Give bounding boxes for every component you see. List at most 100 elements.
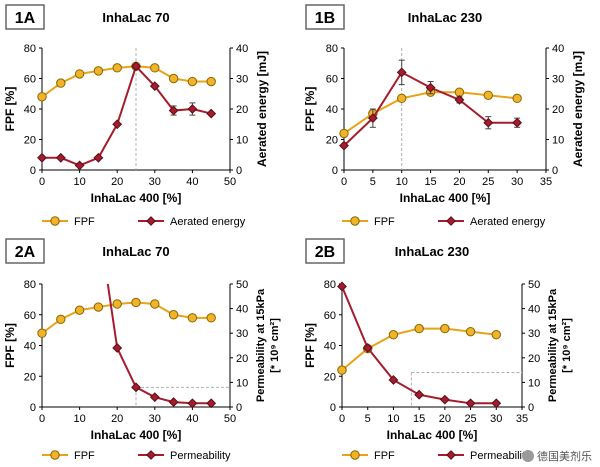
permeability-data-point [187, 398, 198, 409]
permeability-data-point [149, 392, 160, 403]
legend-red-marker [146, 450, 156, 460]
x-tick-label: 30 [511, 176, 523, 188]
permeability-data-point [112, 343, 123, 353]
aerated-energy-data-point [206, 108, 217, 119]
aerated-energy-data-point [74, 160, 85, 171]
permeability-data-point [439, 394, 450, 405]
y-tick-label: 20 [326, 135, 338, 147]
fpf-series-line [41, 301, 212, 335]
legend-fpf-marker [50, 216, 60, 226]
x-tick-label: 10 [387, 413, 399, 425]
legend-red-marker [146, 216, 156, 226]
x-tick-label: 40 [186, 176, 198, 188]
y2-tick-label: 30 [552, 74, 564, 86]
legend-fpf-label: FPF [74, 216, 95, 228]
fpf-data-point [397, 93, 407, 104]
y-tick-label: 60 [24, 74, 36, 86]
aerated-energy-data-point [339, 140, 349, 151]
x-tick-label: 10 [73, 413, 85, 425]
x-tick-label: 20 [439, 413, 451, 425]
panel-label-box [305, 4, 345, 30]
aerated-energy-data-point [37, 152, 47, 163]
fpf-data-point [465, 326, 476, 337]
watermark-text: 德国美剂乐 [537, 450, 592, 463]
x-tick-label: 20 [111, 176, 123, 188]
fpf-data-point [74, 69, 85, 79]
permeability-data-point [337, 281, 347, 292]
y-tick-label: 40 [24, 104, 36, 116]
fpf-data-point [74, 305, 85, 315]
fpf-data-point [206, 313, 216, 323]
y2-tick-label: 40 [528, 304, 540, 316]
aerated-energy-data-point [396, 67, 407, 78]
fpf-data-point [512, 93, 522, 104]
aerated-energy-data-point [149, 81, 160, 92]
y2-tick-label: 0 [552, 165, 558, 177]
y2-axis-title: Aerated energy [mJ] [571, 51, 585, 167]
x-tick-label: 10 [396, 176, 408, 188]
x-tick-label: 5 [370, 176, 376, 188]
aerated-energy-data-point [112, 119, 123, 130]
chart-title: InhaLac 230 [408, 10, 482, 25]
legend-red-label: Aerated energy [470, 216, 546, 228]
aerated-energy-data-point [168, 105, 179, 116]
y-tick-label: 40 [324, 341, 336, 353]
y2-tick-label: 50 [236, 279, 248, 291]
aerated-energy-data-point [454, 94, 465, 105]
aerated-energy-data-point [187, 104, 198, 114]
chart-panel-1a: 1A InhaLac 700 10 20 30 40 5002040608001020304… [3, 4, 269, 228]
legend-fpf-label: FPF [374, 216, 395, 228]
fpf-data-point [491, 330, 501, 340]
y-tick-label: 60 [326, 74, 338, 86]
y2-axis-title-unit: [* 10⁹ cm²] [269, 318, 281, 373]
x-axis-title: InhaLac 400 [%] [387, 428, 478, 442]
x-tick-label: 35 [516, 413, 528, 425]
y2-tick-label: 40 [236, 304, 248, 316]
panel-label: 2B [315, 244, 335, 261]
aerated-energy-data-point [425, 82, 436, 93]
legend-red-label: Permeability [170, 450, 231, 462]
y-tick-label: 20 [24, 371, 36, 383]
y2-tick-label: 20 [528, 353, 540, 365]
fpf-data-point [168, 310, 179, 320]
fpf-data-point [37, 328, 47, 338]
fpf-data-point [483, 90, 493, 100]
fpf-data-point [56, 314, 66, 325]
aerated-energy-data-point [367, 113, 378, 124]
panel-label-box [305, 238, 345, 264]
x-tick-label: 20 [453, 176, 465, 188]
y2-tick-label: 20 [236, 353, 248, 365]
fpf-data-point [93, 302, 104, 312]
aerated-energy-data-point [483, 117, 494, 128]
fpf-data-point [339, 128, 349, 139]
legend-red-label: Permeability [470, 450, 531, 462]
fpf-data-point [112, 63, 122, 73]
permeability-data-point [465, 398, 476, 409]
wechat-icon [522, 450, 534, 462]
y2-tick-label: 0 [236, 402, 242, 414]
y-axis-title: FPF [%] [303, 323, 317, 368]
x-axis-title: InhaLac 400 [%] [91, 191, 182, 205]
aerated-energy-data-point [93, 152, 104, 163]
y-tick-label: 20 [24, 135, 36, 147]
y2-tick-label: 30 [236, 74, 248, 86]
chart-title: InhaLac 70 [102, 244, 169, 259]
aerated-energy-series-line [42, 64, 212, 167]
x-tick-label: 25 [464, 413, 476, 425]
fpf-data-point [56, 78, 66, 88]
y2-tick-label: 10 [528, 377, 540, 389]
fpf-data-point [187, 76, 198, 87]
fpf-data-point [440, 323, 450, 334]
legend-fpf-label: FPF [74, 450, 95, 462]
fpf-data-point [112, 299, 122, 309]
aerated-energy-data-point [512, 117, 523, 128]
legend-red-label: Aerated energy [170, 216, 246, 228]
legend-fpf-marker [50, 450, 60, 460]
x-tick-label: 50 [224, 176, 236, 188]
fpf-data-point [37, 92, 47, 102]
y-tick-label: 60 [24, 310, 36, 322]
x-tick-label: 10 [73, 176, 85, 188]
y2-axis-title: Permeability at 15kPa [547, 288, 559, 402]
